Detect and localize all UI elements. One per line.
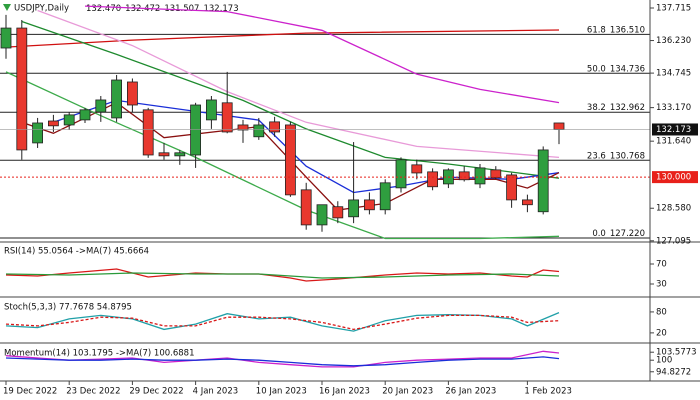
- x-tick-label: 19 Dec 2022: [3, 387, 57, 397]
- candle-body: [427, 171, 439, 188]
- x-tick-label: 10 Jan 2023: [256, 387, 307, 397]
- candle-body: [158, 152, 170, 157]
- fib-label: 0.0 127.220: [592, 229, 645, 239]
- price-tag-label: 132.173: [656, 125, 691, 135]
- fib-label: 61.8 136.510: [587, 25, 645, 35]
- candle-body: [205, 99, 217, 121]
- symbol-icon: [3, 4, 11, 11]
- indicator-line: [84, 5, 560, 104]
- fib-ratio: 0.0: [592, 229, 606, 239]
- candle-body: [490, 169, 502, 179]
- x-tick-label: 1 Feb 2023: [524, 387, 572, 397]
- x-tick-label: 23 Dec 2022: [66, 387, 120, 397]
- fib-ratio: 38.2: [587, 103, 606, 113]
- indicator-line: [21, 20, 560, 179]
- candle-body: [111, 79, 122, 119]
- candle-body: [553, 122, 565, 130]
- ohlc-value: 132.470: [86, 4, 121, 14]
- candle-body: [0, 27, 12, 49]
- candle-body: [506, 174, 518, 201]
- candle-body: [190, 104, 202, 156]
- fib-price: 134.736: [610, 64, 645, 74]
- fib-ratio: 61.8: [587, 25, 606, 35]
- candle-body: [221, 102, 233, 133]
- x-tick-label: 29 Dec 2022: [129, 387, 183, 397]
- y-tick-label: 128.580: [656, 204, 691, 214]
- candle-body: [348, 199, 360, 218]
- y-tick-label: 94.8272: [656, 367, 691, 377]
- candle-body: [522, 199, 533, 206]
- price-tag: [652, 123, 698, 136]
- fib-price: 132.962: [610, 103, 645, 113]
- panel-title: Stoch(5,3,3) 77.7678 54.8795: [4, 303, 132, 313]
- indicator-line: [37, 9, 560, 159]
- fib-label: 23.6 130.768: [587, 151, 645, 161]
- candle-body: [32, 122, 43, 144]
- fib-price: 127.220: [610, 229, 645, 239]
- y-tick-label: 103.5773: [656, 348, 697, 358]
- fib-ratio: 23.6: [587, 151, 606, 161]
- candle-body: [95, 99, 107, 113]
- candle-body: [16, 27, 28, 151]
- candle-body: [79, 109, 91, 121]
- indicator-line: [5, 29, 560, 48]
- level-tag: [652, 171, 698, 184]
- candle-body: [237, 124, 249, 131]
- candle-body: [284, 124, 296, 196]
- fib-price: 136.510: [610, 25, 645, 35]
- x-tick-label: 20 Jan 2023: [382, 387, 433, 397]
- candle-body: [411, 164, 423, 174]
- fib-ratio: 50.0: [587, 64, 606, 74]
- indicator-line: [5, 312, 560, 332]
- candle-body: [253, 124, 265, 138]
- y-tick-label: 100: [656, 356, 672, 366]
- candle-body: [537, 149, 549, 213]
- indicator-line: [5, 272, 560, 279]
- candle-body: [395, 159, 407, 189]
- ohlc-value: 131.507: [164, 4, 199, 14]
- fib-price: 130.768: [610, 151, 645, 161]
- candle-body: [269, 121, 281, 133]
- candle-body: [379, 182, 391, 211]
- fib-label: 38.2 132.962: [587, 103, 645, 113]
- candle-body: [300, 189, 312, 226]
- x-tick-label: 26 Jan 2023: [445, 387, 496, 397]
- candle-body: [363, 199, 375, 211]
- candle-body: [142, 109, 154, 156]
- candle-body: [332, 206, 344, 219]
- candle-body: [63, 114, 75, 126]
- candle-body: [48, 120, 59, 127]
- y-tick-label: 134.745: [656, 69, 691, 79]
- candle-body: [316, 204, 328, 226]
- x-tick-label: 4 Jan 2023: [193, 387, 239, 397]
- y-tick-label: 127.095: [656, 236, 691, 246]
- ohlc-value: 132.173: [203, 4, 238, 14]
- candle-body: [458, 171, 470, 181]
- y-tick-label: 20: [656, 328, 667, 338]
- y-tick-label: 136.230: [656, 36, 691, 46]
- indicator-line: [5, 350, 560, 368]
- panel-title: Momentum(14) 103.1795 ->MA(7) 100.6881: [4, 349, 194, 359]
- y-tick-label: 137.715: [656, 4, 691, 14]
- y-tick-label: 70: [656, 260, 667, 270]
- candle-body: [474, 167, 486, 185]
- panel-title: RSI(14) 55.0564 ->MA(7) 45.6664: [4, 247, 149, 257]
- y-tick-label: 80: [656, 307, 667, 317]
- candle-body: [127, 81, 138, 106]
- level-tag-label: 130.000: [656, 173, 691, 183]
- indicator-line: [5, 314, 560, 331]
- indicator-line: [5, 268, 560, 282]
- y-tick-label: 131.640: [656, 137, 691, 147]
- chart-title: USDJPY,Daily: [14, 4, 69, 14]
- indicator-line: [5, 356, 560, 367]
- candle-body: [174, 152, 186, 157]
- y-tick-label: 30: [656, 280, 667, 290]
- y-tick-label: 133.170: [656, 103, 691, 113]
- fib-label: 50.0 134.736: [587, 64, 645, 74]
- x-tick-label: 16 Jan 2023: [319, 387, 370, 397]
